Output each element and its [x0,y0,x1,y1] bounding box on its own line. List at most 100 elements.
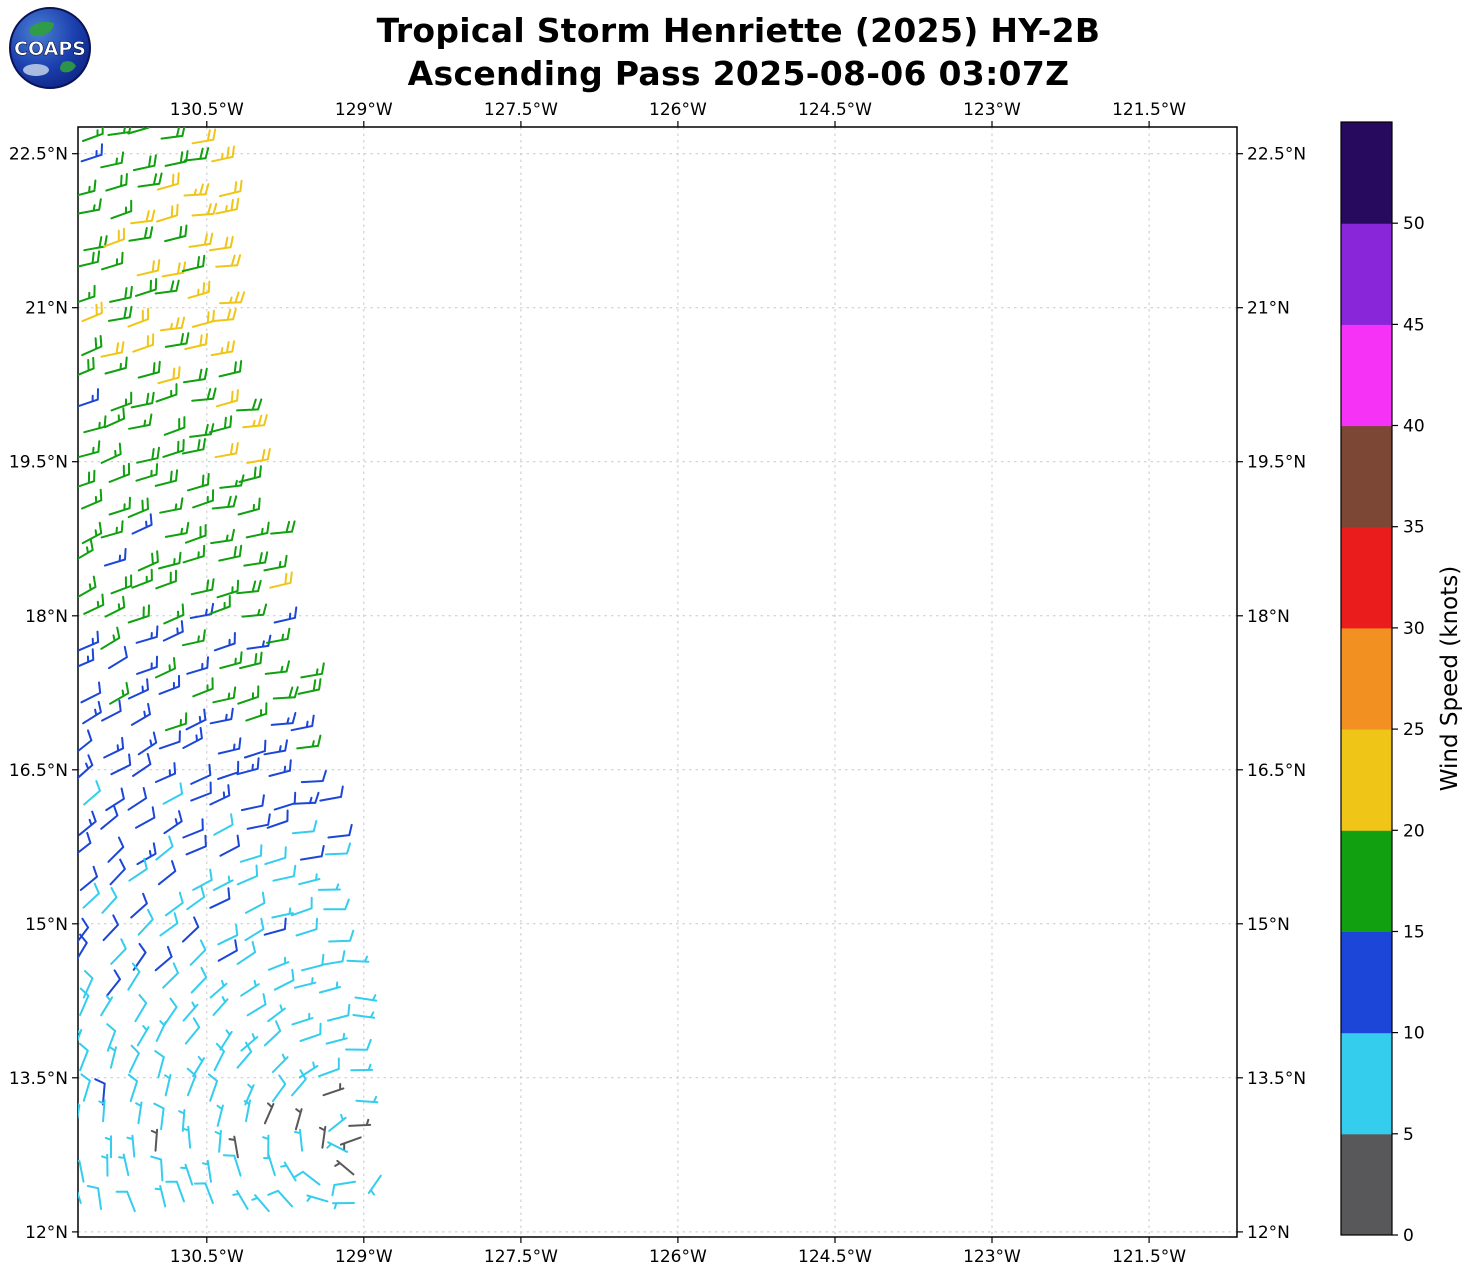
wind-barb [267,1189,294,1208]
svg-text:5: 5 [1403,1125,1414,1145]
wind-barb [156,203,179,223]
wind-barb [78,1103,81,1120]
wind-barb [232,1189,249,1210]
svg-text:127.5°W: 127.5°W [484,1247,558,1264]
wind-barb [189,423,215,438]
wind-barb [80,681,102,704]
wind-barb [237,497,261,516]
wind-barb [182,726,203,749]
wind-barb [107,127,132,136]
wind-barb [317,883,341,891]
wind-barb [182,544,206,564]
wind-barb [182,1001,199,1022]
coaps-logo-globe: COAPS [9,7,91,89]
wind-barb [82,970,94,999]
wind-barb [110,753,132,776]
wind-barb [236,579,262,595]
wind-barb [297,678,322,695]
wind-barb [243,551,269,567]
svg-text:35: 35 [1403,518,1425,538]
wind-barb [130,702,151,726]
wind-barb [184,333,209,350]
wind-barb [110,938,127,965]
wind-barb [154,762,177,783]
wind-barb [165,1180,185,1203]
wind-barb [103,227,125,248]
wind-barb [78,754,94,780]
wind-barb [164,1073,172,1097]
wind-barb [187,280,211,299]
wind-barb [270,520,296,535]
wind-barb [78,250,101,268]
wind-barb [300,770,327,784]
wind-barb [150,1128,159,1152]
wind-barb [128,1044,140,1074]
wind-barb [217,923,239,946]
wind-barb [86,1185,102,1210]
wind-barb [130,391,155,409]
wind-barb [192,868,213,891]
wind-barb [136,655,158,675]
wind-barb [162,620,184,642]
plot-gridlines [78,127,1237,1237]
wind-barb [157,860,177,886]
wind-barb [162,439,185,458]
svg-text:15: 15 [1403,923,1425,943]
wind-barb [104,1135,112,1159]
wind-barb [160,127,186,140]
wind-barb [130,209,156,225]
wind-barb [104,356,128,375]
wind-barb [183,183,210,197]
wind-barb [100,626,121,650]
wind-barb [218,179,243,198]
wind-barb [164,332,190,348]
wind-barb [210,340,236,357]
wind-barb [191,387,217,402]
wind-barb [155,383,178,403]
wind-barb [137,731,158,756]
colorbar-segment [1341,324,1392,427]
wind-barb [244,891,266,914]
wind-barb [263,1154,276,1176]
wind-barb [107,836,125,863]
wind-barb [105,969,121,997]
wind-barb [109,681,130,705]
wind-barb [109,1046,117,1069]
plot-frame [77,126,1238,1238]
wind-barb [345,1038,372,1051]
wind-barb [118,1153,130,1176]
wind-barb [136,1025,150,1047]
svg-text:0: 0 [1403,1226,1414,1246]
wind-barb [163,603,185,625]
svg-text:121.5°W: 121.5°W [1112,100,1186,120]
wind-barb [185,834,207,856]
svg-text:30: 30 [1403,619,1425,639]
wind-barb [209,887,231,909]
wind-barb [131,568,153,589]
wind-barb [101,251,124,271]
svg-text:16.5°N: 16.5°N [9,761,68,781]
wind-barb [219,834,240,857]
wind-barb [293,791,320,805]
wind-barb [103,736,125,759]
svg-text:12°N: 12°N [25,1223,68,1243]
wind-barb [180,1163,194,1186]
wind-barb [217,737,242,755]
wind-barb [78,1028,83,1042]
wind-barb [182,1125,192,1149]
wind-barb [78,729,93,753]
wind-barb [78,469,96,488]
wind-barb [222,1154,242,1177]
wind-barb [127,604,150,624]
wind-barb [135,806,156,829]
wind-barb [128,226,154,242]
wind-barb [216,579,240,599]
wind-barb [228,1135,239,1159]
wind-barb [83,780,101,806]
wind-barb [82,127,104,142]
wind-barb [155,835,174,861]
wind-barb [136,259,161,277]
svg-text:15°N: 15°N [1247,915,1290,935]
wind-barb [262,1134,270,1158]
